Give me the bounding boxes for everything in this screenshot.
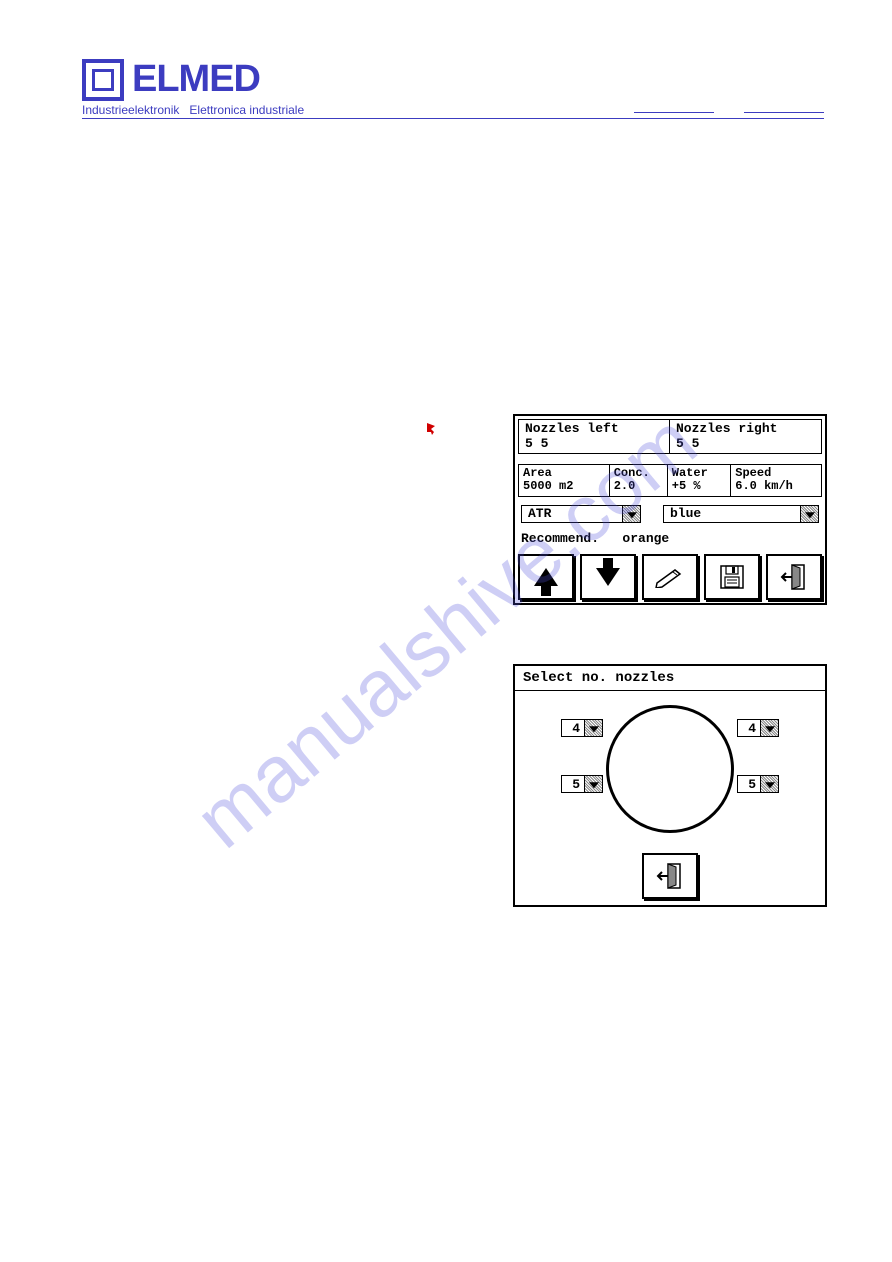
nozzles-right-label: Nozzles right [676, 422, 815, 436]
edit-button[interactable] [642, 554, 698, 600]
speed-value: 6.0 km/h [735, 480, 817, 493]
nozzle-value: 4 [738, 721, 760, 736]
nozzle-value: 4 [562, 721, 584, 736]
chevron-down-icon [584, 776, 602, 792]
exit-button[interactable] [642, 853, 698, 899]
nozzles-right-cell[interactable]: Nozzles right 5 5 [670, 420, 821, 453]
nozzles-left-cell[interactable]: Nozzles left 5 5 [519, 420, 670, 453]
arrow-up-icon [534, 568, 558, 586]
nozzle-count-bottom-left[interactable]: 5 [561, 775, 603, 793]
conc-value: 2.0 [614, 480, 663, 493]
select-nozzles-panel: Select no. nozzles 4 4 5 5 [513, 664, 827, 907]
nozzle-count-top-left[interactable]: 4 [561, 719, 603, 737]
nozzle-config-panel: Nozzles left 5 5 Nozzles right 5 5 Area … [513, 414, 827, 605]
chevron-down-icon [760, 776, 778, 792]
water-cell[interactable]: Water +5 % [668, 465, 731, 495]
nozzles-right-value: 5 5 [676, 436, 815, 451]
toolbar [518, 554, 822, 600]
header-links [604, 100, 824, 118]
nozzle-value: 5 [738, 777, 760, 792]
save-button[interactable] [704, 554, 760, 600]
pencil-icon [653, 566, 687, 588]
exit-button[interactable] [766, 554, 822, 600]
param-row: Area 5000 m2 Conc. 2.0 Water +5 % Speed … [518, 464, 822, 496]
chevron-down-icon [584, 720, 602, 736]
logo-brand: ELMED [132, 58, 260, 101]
speed-cell[interactable]: Speed 6.0 km/h [731, 465, 821, 495]
red-pointer-icon [425, 422, 439, 436]
chevron-down-icon [800, 506, 818, 522]
arrow-down-icon [596, 568, 620, 586]
nozzle-count-bottom-right[interactable]: 5 [737, 775, 779, 793]
chevron-down-icon [622, 506, 640, 522]
nozzle-value: 5 [562, 777, 584, 792]
area-value: 5000 m2 [523, 480, 605, 493]
exit-door-icon [654, 860, 686, 892]
logo-block: ELMED Industrieelektronik Elettronica in… [82, 58, 382, 117]
nozzle-type-value: ATR [522, 506, 622, 521]
logo-icon [82, 59, 124, 101]
exit-door-icon [778, 561, 810, 593]
nozzles-left-value: 5 5 [525, 436, 663, 451]
nozzle-color-value: blue [664, 506, 800, 521]
down-button[interactable] [580, 554, 636, 600]
nozzle-type-dropdown[interactable]: ATR [521, 505, 641, 523]
fan-diagram-icon [606, 705, 734, 833]
up-button[interactable] [518, 554, 574, 600]
recommendation-text: Recommend. orange [518, 531, 822, 550]
conc-cell[interactable]: Conc. 2.0 [610, 465, 668, 495]
area-cell[interactable]: Area 5000 m2 [519, 465, 610, 495]
nozzle-color-dropdown[interactable]: blue [663, 505, 819, 523]
floppy-disk-icon [717, 562, 747, 592]
nozzle-summary-row: Nozzles left 5 5 Nozzles right 5 5 [518, 419, 822, 454]
nozzles-left-label: Nozzles left [525, 422, 663, 436]
header-rule [82, 118, 824, 119]
logo-subtitle: Industrieelektronik Elettronica industri… [82, 103, 382, 117]
chevron-down-icon [760, 720, 778, 736]
panel-title: Select no. nozzles [515, 666, 825, 691]
nozzle-count-top-right[interactable]: 4 [737, 719, 779, 737]
water-value: +5 % [672, 480, 726, 493]
